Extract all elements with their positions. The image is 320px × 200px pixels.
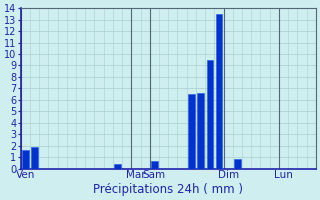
Bar (188, 94, 195, 169)
Bar (234, 159, 241, 169)
Bar (216, 14, 222, 169)
Bar (31, 147, 38, 169)
X-axis label: Précipitations 24h ( mm ): Précipitations 24h ( mm ) (93, 183, 243, 196)
Bar (22, 150, 28, 169)
Bar (197, 93, 204, 169)
Bar (206, 60, 213, 169)
Bar (151, 161, 158, 169)
Bar (114, 164, 121, 169)
